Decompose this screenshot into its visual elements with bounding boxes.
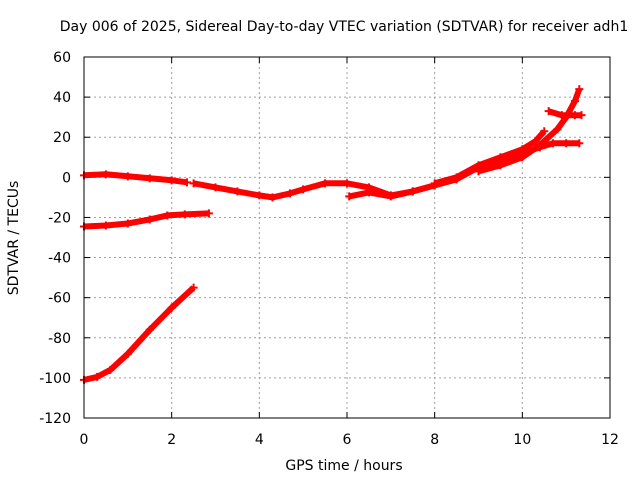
x-tick-label: 0 <box>80 432 89 448</box>
data-point-marker <box>557 111 566 120</box>
data-point-marker <box>180 210 189 219</box>
y-tick-label: 40 <box>53 90 71 106</box>
data-point-marker <box>101 170 110 179</box>
data-point-marker <box>167 176 176 185</box>
x-tick-labels: 0 2 4 6 8 10 12 <box>80 432 619 448</box>
data-point-marker <box>189 179 198 188</box>
data-point-marker <box>167 303 176 312</box>
y-axis-label: SDTVAR / TECUs <box>6 181 22 296</box>
data-point-marker <box>268 193 277 202</box>
data-point-marker <box>518 145 527 154</box>
data-point-marker <box>474 167 483 176</box>
y-tick-label: 0 <box>62 170 71 186</box>
x-tick-label: 2 <box>167 432 176 448</box>
data-point-marker <box>531 137 540 146</box>
data-point-marker <box>496 161 505 170</box>
series-line-arc-4 <box>477 88 583 175</box>
data-point-marker <box>386 192 395 201</box>
y-tick-label: 60 <box>53 50 71 66</box>
data-point-marker <box>562 139 571 148</box>
data-point-marker <box>577 111 586 120</box>
data-point-marker <box>496 153 505 162</box>
data-point-marker <box>145 215 154 224</box>
data-point-marker <box>518 153 527 162</box>
y-tick-label: -80 <box>48 331 71 347</box>
data-point-marker <box>430 181 439 190</box>
data-point-marker <box>163 211 172 220</box>
chart-title: Day 006 of 2025, Sidereal Day-to-day VTE… <box>60 19 628 35</box>
data-point-marker <box>145 174 154 183</box>
data-point-marker <box>123 349 132 358</box>
x-tick-label: 8 <box>430 432 439 448</box>
y-tick-labels: -120 -100 -80 -60 -40 -20 0 20 40 60 <box>39 50 71 427</box>
data-point-marker <box>364 188 373 197</box>
x-tick-label: 6 <box>343 432 352 448</box>
plot-frame <box>83 56 611 419</box>
y-tick-label: -120 <box>39 411 71 427</box>
x-tick-label: 10 <box>513 432 531 448</box>
data-point-marker <box>123 172 132 181</box>
data-point-marker <box>343 179 351 188</box>
y-tick-label: -40 <box>48 251 71 267</box>
data-point-marker <box>570 97 579 106</box>
data-point-marker <box>286 189 295 198</box>
x-tick-label: 4 <box>255 432 264 448</box>
data-point-marker <box>535 141 544 150</box>
data-point-marker <box>299 185 308 194</box>
data-point-marker <box>204 209 213 218</box>
data-point-marker <box>549 139 558 148</box>
x-axis-label: GPS time / hours <box>285 458 402 474</box>
data-point-marker <box>452 173 461 182</box>
data-point-marker <box>101 221 110 230</box>
data-point-marker <box>575 139 584 148</box>
data-point-marker <box>183 178 192 187</box>
data-point-marker <box>345 192 354 201</box>
data-point-marker <box>553 125 562 134</box>
data-point-marker <box>408 187 417 196</box>
y-tick-label: 20 <box>53 130 71 146</box>
y-tick-label: -100 <box>39 371 71 387</box>
data-point-marker <box>93 372 102 381</box>
data-point-marker <box>544 107 553 116</box>
data-point-marker <box>106 365 115 374</box>
data-point-marker <box>123 219 132 228</box>
y-tick-label: -60 <box>48 291 71 307</box>
data-point-marker <box>255 191 264 200</box>
y-tick-label: -20 <box>48 210 71 226</box>
data-point-marker <box>540 127 549 136</box>
data-point-marker <box>189 283 198 292</box>
data-point-marker <box>321 179 330 188</box>
data-point-marker <box>233 187 242 196</box>
series-layer <box>80 85 586 384</box>
x-tick-label: 12 <box>601 432 619 448</box>
data-point-marker <box>145 325 154 334</box>
data-point-marker <box>211 183 220 192</box>
data-point-marker <box>575 85 584 94</box>
grid-layer <box>84 57 610 418</box>
